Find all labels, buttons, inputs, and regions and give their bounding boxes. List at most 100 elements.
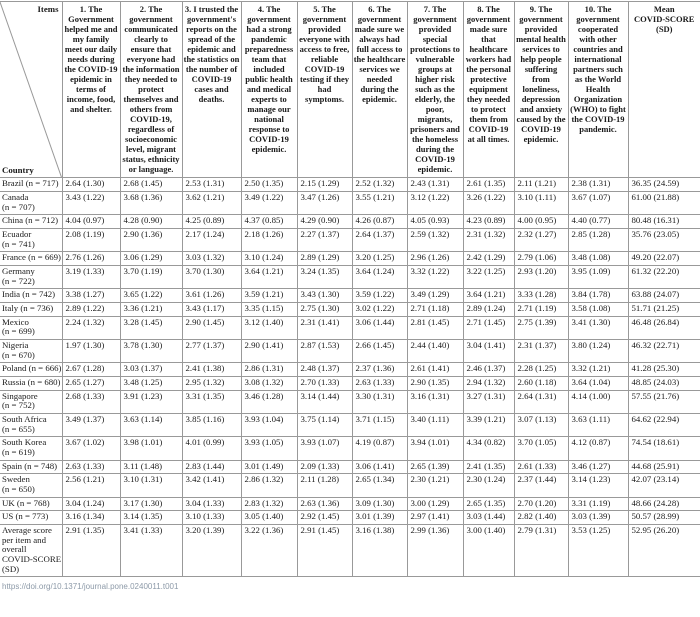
score-cell: 3.75 (1.14) [296,413,353,438]
score-cell: 3.46 (1.27) [567,459,629,475]
table-row: Italy (n = 736) 2.89 (1.22) 3.36 (1.21) 3.4… [0,301,700,317]
score-cell: 2.83 (1.44) [181,459,242,475]
column-header-item-4: 4. The government had a strong pandemic … [240,0,298,179]
score-cell: 2.61 (1.35) [462,177,515,192]
score-cell: 2.95 (1.32) [181,376,242,391]
table-body: Brazil (n = 717) 2.64 (1.30) 2.68 (1.45) 2.… [0,177,700,578]
score-cell: 2.67 (1.28) [61,362,121,378]
score-cell: 4.00 (0.95) [513,214,569,229]
score-cell: 3.03 (1.39) [567,510,629,526]
score-cell: 3.40 (1.11) [406,413,464,438]
score-cell: 3.58 (1.08) [567,301,629,317]
score-cell: 3.31 (1.35) [181,389,242,415]
score-cell: 3.16 (1.34) [61,510,121,526]
doi-link[interactable]: https://doi.org/10.1371/journal.pone.024… [2,582,179,592]
score-cell: 2.90 (1.35) [406,376,464,391]
score-cell: 3.10 (1.33) [181,510,242,526]
score-cell: 3.43 (1.17) [181,301,242,317]
score-cell: 3.70 (1.05) [513,436,569,461]
score-cell: 3.00 (1.40) [462,524,515,578]
score-cell: 3.59 (1.21) [240,288,298,303]
score-cell: 2.66 (1.45) [351,338,408,364]
score-cell: 2.31 (1.41) [296,315,353,341]
table-row: Brazil (n = 717) 2.64 (1.30) 2.68 (1.45) 2.… [0,177,700,192]
mean-score-cell: 42.07 (23.14) [627,473,700,498]
score-cell: 2.89 (1.29) [296,251,353,266]
score-cell: 2.83 (1.32) [240,496,298,512]
score-cell: 3.05 (1.40) [240,510,298,526]
score-cell: 3.01 (1.49) [240,459,298,475]
mean-score-cell: 50.57 (28.99) [627,510,700,526]
score-cell: 2.41 (1.38) [181,362,242,378]
score-cell: 3.41 (1.30) [567,315,629,341]
table-row: India (n = 742) 3.38 (1.27) 3.65 (1.22) 3.6… [0,288,700,303]
score-cell: 3.67 (1.02) [61,436,121,461]
score-cell: 4.14 (1.00) [567,389,629,415]
mean-score-cell: 41.28 (25.30) [627,362,700,378]
column-header-item-3: 3. I trusted the government's reports on… [181,0,242,179]
score-cell: 2.70 (1.33) [296,376,353,391]
score-cell: 2.44 (1.40) [406,338,464,364]
mean-score-cell: 57.55 (21.76) [627,389,700,415]
score-cell: 4.40 (0.77) [567,214,629,229]
score-cell: 2.91 (1.35) [61,524,121,578]
score-cell: 2.30 (1.21) [406,473,464,498]
score-cell: 2.90 (1.36) [119,227,183,253]
score-cell: 3.61 (1.26) [181,288,242,303]
score-cell: 3.42 (1.41) [181,473,242,498]
mean-score-cell: 49.20 (22.07) [627,251,700,266]
country-cell: South Korea (n = 619) [0,436,63,461]
score-cell: 3.01 (1.39) [351,510,408,526]
score-cell: 3.49 (1.22) [240,190,298,216]
score-cell: 2.31 (1.37) [513,338,569,364]
score-cell: 3.36 (1.21) [119,301,183,317]
mean-score-cell: 36.35 (24.59) [627,177,700,192]
table-row: Sweden (n = 650) 2.56 (1.21) 3.10 (1.31) 3.… [0,473,700,498]
table-row: Mexico (n = 699) 2.24 (1.32) 3.28 (1.45) 2.… [0,315,700,341]
score-cell: 3.08 (1.32) [240,376,298,391]
column-header-mean-covid-score: Mean COVID-SCORE (SD) [627,0,700,179]
score-cell: 2.86 (1.32) [240,473,298,498]
country-cell: Singapore (n = 752) [0,389,63,415]
score-cell: 3.04 (1.24) [61,496,121,512]
score-cell: 3.04 (1.33) [181,496,242,512]
table-row: Nigeria (n = 670) 1.97 (1.30) 3.78 (1.30) 2… [0,338,700,364]
mean-score-cell: 74.54 (18.61) [627,436,700,461]
score-cell: 2.60 (1.18) [513,376,569,391]
covid-score-table: Items Country 1. The Government helped m… [0,0,700,578]
score-cell: 3.10 (1.31) [119,473,183,498]
score-cell: 3.63 (1.14) [119,413,183,438]
mean-score-cell: 48.66 (24.28) [627,496,700,512]
score-cell: 2.11 (1.28) [296,473,353,498]
table-row: Spain (n = 748) 2.63 (1.33) 3.11 (1.48) 2.8… [0,459,700,475]
score-cell: 4.26 (0.87) [351,214,408,229]
score-cell: 3.19 (1.33) [61,264,121,290]
score-cell: 3.06 (1.44) [351,315,408,341]
score-cell: 3.28 (1.45) [119,315,183,341]
column-header-item-10: 10. The government cooperated with other… [567,0,629,179]
mean-score-cell: 48.85 (24.03) [627,376,700,391]
score-cell: 3.12 (1.22) [406,190,464,216]
score-cell: 2.56 (1.21) [61,473,121,498]
table-row: China (n = 712) 4.04 (0.97) 4.28 (0.90) 4.2… [0,214,700,229]
score-cell: 3.67 (1.07) [567,190,629,216]
score-cell: 3.68 (1.36) [119,190,183,216]
score-cell: 3.64 (1.21) [462,288,515,303]
score-cell: 2.68 (1.33) [61,389,121,415]
score-cell: 2.65 (1.27) [61,376,121,391]
score-cell: 4.19 (0.87) [351,436,408,461]
score-cell: 3.93 (1.07) [296,436,353,461]
score-cell: 3.06 (1.41) [351,459,408,475]
header-row: Items Country 1. The Government helped m… [0,0,700,179]
column-header-item-6: 6. The government made sure we always ha… [351,0,408,179]
score-cell: 3.00 (1.29) [406,496,464,512]
column-header-item-5: 5. The government provided everyone with… [296,0,353,179]
score-cell: 3.39 (1.21) [462,413,515,438]
score-cell: 2.71 (1.18) [406,301,464,317]
column-header-item-2: 2. The government communicated clearly t… [119,0,183,179]
score-cell: 4.01 (0.99) [181,436,242,461]
score-cell: 3.10 (1.24) [240,251,298,266]
score-cell: 2.15 (1.29) [296,177,353,192]
score-cell: 2.11 (1.21) [513,177,569,192]
mean-score-cell: 63.88 (24.07) [627,288,700,303]
